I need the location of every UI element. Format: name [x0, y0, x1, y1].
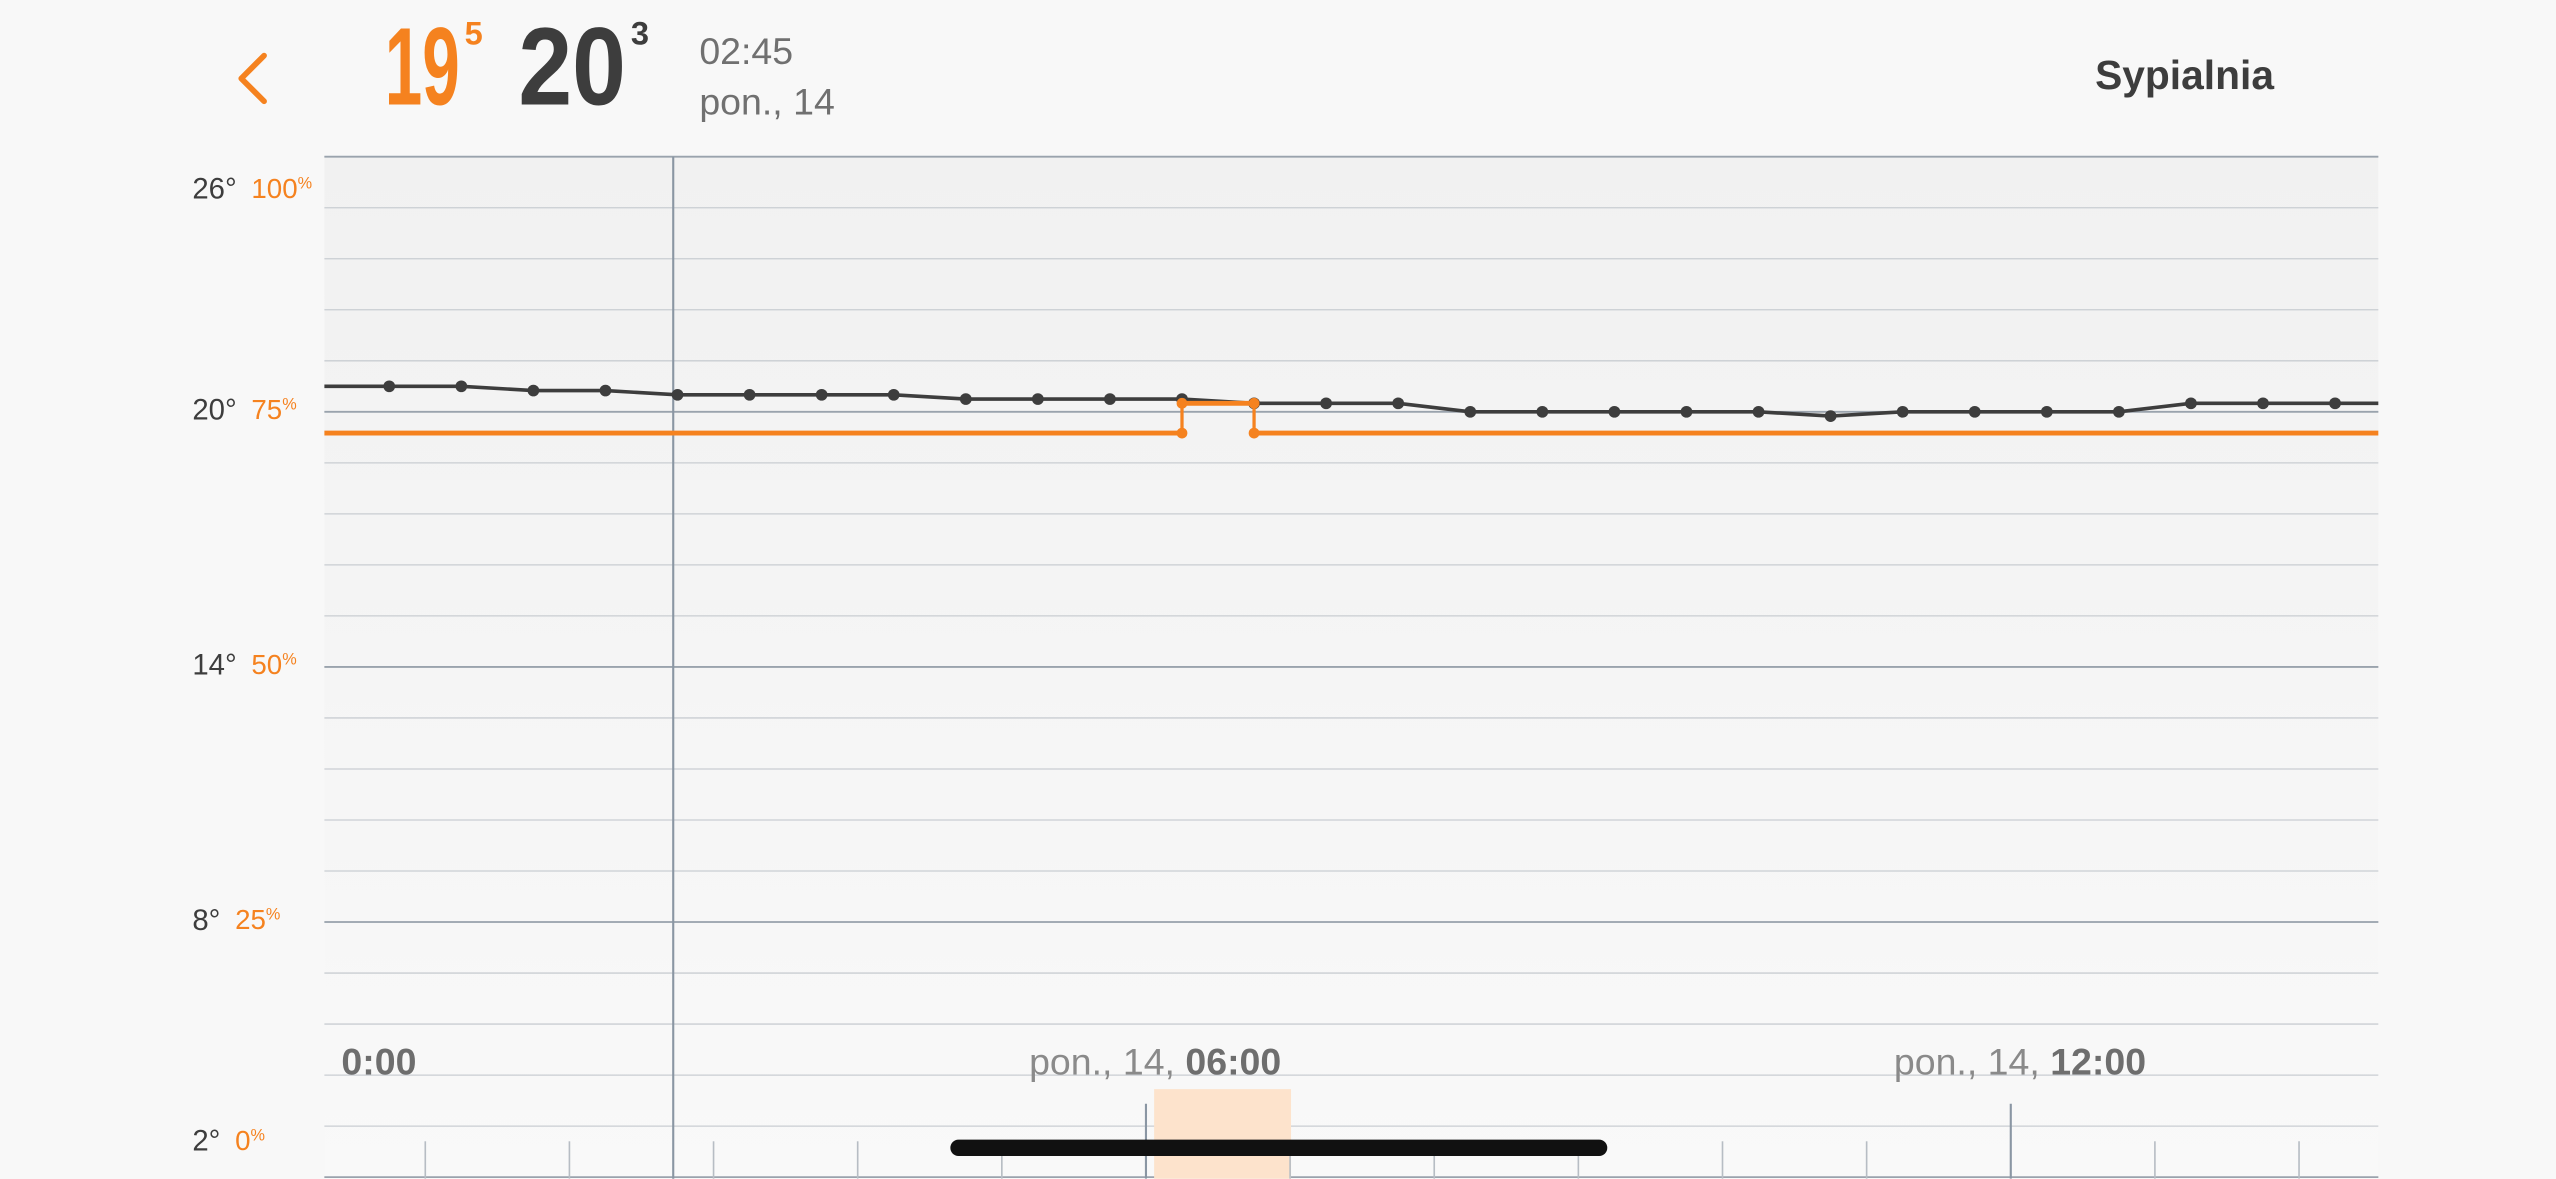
temperature-point — [1464, 405, 1477, 418]
time: 02:45 — [699, 30, 793, 72]
temperature-point — [1680, 405, 1693, 418]
current-frac: 3 — [631, 15, 649, 52]
y2-tick-label: 100% — [251, 173, 312, 204]
y2-tick-label: 25% — [235, 904, 280, 935]
temperature-point — [2185, 397, 2197, 410]
x-tick-label: 0:00 — [341, 1041, 416, 1083]
selected-hour[interactable] — [1154, 1089, 1292, 1179]
temperature-point — [1752, 405, 1765, 418]
x-tick-label: pon., 14, 06:00 — [1029, 1041, 1281, 1083]
temperature-point — [383, 380, 396, 393]
y2-tick-label: 75% — [251, 394, 296, 425]
temperature-point — [815, 388, 828, 401]
step-point — [1176, 427, 1188, 439]
date: pon., 14 — [699, 80, 834, 122]
temperature-point — [2040, 405, 2053, 418]
temperature-point — [1031, 393, 1044, 405]
temperature-point — [887, 388, 900, 401]
home-indicator — [950, 1139, 1608, 1156]
temperature-point — [599, 384, 612, 397]
labels: 26° 20° 14° 8° 2° 100% 75% 50% 25% 0% — [192, 173, 312, 1158]
temperature-point — [2113, 405, 2125, 418]
temperature-point — [1392, 397, 1405, 410]
temperature-point — [671, 388, 684, 401]
temperature-point — [2329, 397, 2341, 410]
temperature-point — [455, 380, 468, 393]
grid — [324, 155, 2379, 1179]
y2-tick-label: 50% — [251, 649, 296, 680]
x-tick-label: pon., 14, 12:00 — [1894, 1041, 2146, 1083]
temperature-point — [1968, 405, 1981, 418]
y-tick-label: 26° — [192, 173, 236, 206]
temperature-point — [1104, 393, 1116, 405]
room-name: Sypialnia — [2095, 52, 2274, 98]
y-tick-label: 8° — [192, 904, 220, 937]
temperature-point — [1608, 405, 1621, 418]
current-whole: 20 — [518, 5, 626, 128]
y2-tick-label: 0% — [235, 1125, 265, 1156]
temperature-line — [324, 384, 2379, 418]
temperature-point — [2257, 397, 2269, 410]
temperature-point — [743, 388, 756, 401]
y-tick-label: 2° — [192, 1125, 220, 1158]
step-point — [1248, 427, 1260, 439]
temperature-point — [1320, 397, 1332, 410]
step-point — [1176, 397, 1188, 409]
y-tick-label: 14° — [192, 649, 236, 682]
temperature-point — [959, 393, 972, 405]
setpoint-whole: 19 — [385, 5, 460, 128]
plot: 0:00 pon., 14, 06:00 pon., 14, 12:00 — [324, 380, 2379, 1179]
temperature-point — [1536, 405, 1549, 418]
setpoint-frac: 5 — [465, 15, 483, 52]
temperature-point — [1896, 405, 1909, 418]
step-point — [1248, 397, 1260, 409]
y-tick-label: 20° — [192, 394, 236, 427]
temperature-point — [1824, 410, 1837, 422]
back-button[interactable] — [238, 52, 267, 105]
temperature-point — [527, 384, 540, 397]
